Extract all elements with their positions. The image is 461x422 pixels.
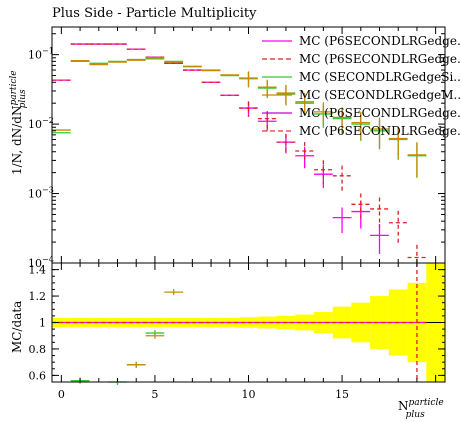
ratio-y-tick-label: 1.4 [29, 264, 47, 277]
main-x-ticks [60, 27, 437, 263]
x-tick-label: 15 [335, 388, 349, 401]
ratio-x-axis: 0 5 10 15 [58, 263, 437, 401]
ratio-plot-area: 0.6 0.8 1 1.2 1.4 0 5 10 15 [29, 262, 446, 401]
ratio-y-tick-label: 0.6 [29, 369, 47, 382]
y-axis-label-ratio: MC/data [10, 301, 24, 353]
main-y-tick-label: 10−1 [28, 47, 54, 62]
chart-title: Plus Side - Particle Multiplicity [52, 6, 257, 21]
main-y-tick-label: 10−4 [28, 255, 54, 270]
main-series-group [52, 43, 427, 263]
main-y-tick-label: 10−2 [28, 116, 54, 131]
ratio-y-tick-label: 0.8 [29, 343, 47, 356]
x-axis-label: Nparticle plus [398, 398, 444, 420]
x-tick-label: 0 [58, 388, 65, 401]
legend-entry-0: MC (P6SECONDLRGedge... [299, 34, 461, 48]
ratio-series-group [52, 263, 427, 385]
x-tick-label: 5 [151, 388, 158, 401]
main-plot-area: 10−4 10−3 10−2 10−1 [28, 26, 446, 270]
ratio-y-tick-label: 1.2 [29, 290, 47, 303]
legend-entry-4: MC (P6SECONDLRGedge... [299, 106, 461, 120]
main-y-axis: 10−4 10−3 10−2 10−1 [28, 33, 445, 270]
x-tick-label: 10 [242, 388, 256, 401]
legend-entry-2: MC (SECONDLRGedgeSi... [299, 70, 461, 84]
main-y-tick-label: 10−3 [28, 186, 54, 201]
legend-entry-3: MC (SECONDLRGedgeM... [299, 88, 461, 102]
ratio-y-tick-label: 1 [39, 317, 46, 330]
ratio-y-axis: 0.6 0.8 1 1.2 1.4 [29, 264, 445, 382]
y-axis-label-main: 1/N, dN/dNparticleplus [9, 70, 28, 175]
legend-entry-5: MC (P6SECONDLRGedge... [299, 124, 461, 138]
legend: MC (P6SECONDLRGedge... MC (P6SECONDLRGedg… [262, 34, 461, 138]
legend-entry-1: MC (P6SECONDLRGedge... [299, 52, 461, 66]
